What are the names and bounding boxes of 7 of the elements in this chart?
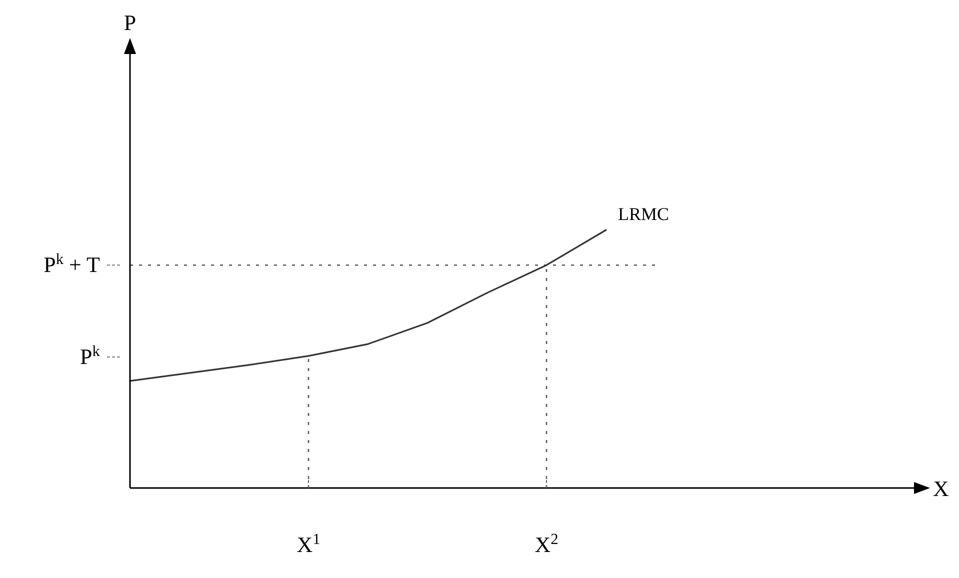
x-tick-label: X$^{1}$ [296,530,320,557]
text: X [933,476,949,501]
series-label: LRMC [618,204,670,224]
text: P [124,10,136,35]
text: P$^{k}$ [80,342,100,369]
x-tick-label: X$^{2}$ [534,530,558,557]
ref-line-label: P$^{k}$ + T [44,250,101,278]
